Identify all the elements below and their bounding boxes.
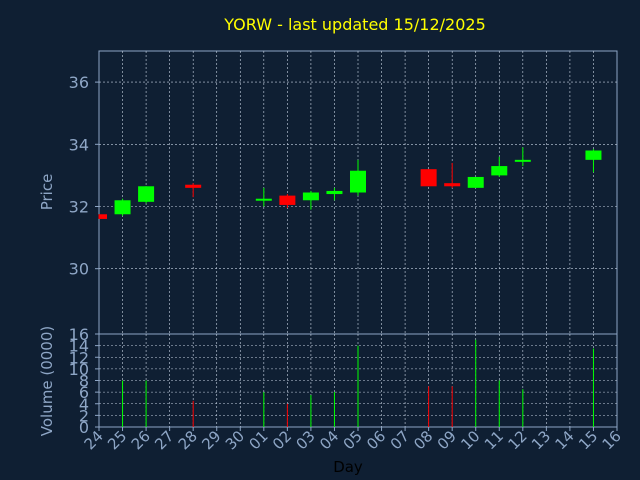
candle-body — [255, 198, 272, 201]
candle-03 — [302, 190, 319, 210]
candle-body — [350, 170, 366, 193]
x-tick-label: 05 — [340, 427, 366, 453]
x-tick-label: 10 — [457, 427, 483, 453]
candle-body — [467, 176, 484, 188]
candle-body — [491, 166, 508, 176]
volume-tick-label: 12 — [69, 348, 89, 367]
candle-02 — [279, 194, 296, 209]
price-tick-label: 32 — [69, 197, 89, 216]
x-tick-label: 13 — [528, 427, 554, 453]
candle-08 — [420, 169, 437, 187]
candle-body — [99, 214, 107, 219]
candle-body — [514, 159, 531, 162]
x-axis-label: Day — [333, 458, 363, 476]
volume-tick-label: 16 — [69, 325, 89, 344]
candle-28 — [185, 183, 202, 198]
candle-11 — [491, 156, 508, 177]
volume-tick-label: 0 — [79, 418, 89, 437]
candle-25 — [114, 198, 131, 216]
candle-body — [279, 195, 296, 205]
candle-01 — [255, 187, 272, 207]
volume-tick-label: 14 — [69, 337, 89, 356]
x-tick-label: 08 — [410, 427, 436, 453]
candle-body — [138, 186, 155, 202]
volume-tick-label: 10 — [69, 360, 89, 379]
x-tick-labels: 2425262728293001020304050607080910111213… — [81, 427, 625, 453]
x-tick-label: 15 — [575, 427, 601, 453]
volume-axis-label: Volume (0000) — [38, 326, 56, 436]
x-tick-label: 11 — [481, 427, 507, 453]
x-tick-label: 26 — [128, 427, 154, 453]
x-tick-label: 07 — [387, 427, 413, 453]
volume-tick-label: 4 — [79, 395, 89, 414]
candle-body — [185, 184, 202, 188]
chart-title: YORW - last updated 15/12/2025 — [223, 15, 486, 34]
x-tick-label: 16 — [599, 427, 625, 453]
candle-05 — [350, 159, 366, 196]
price-tick-label: 30 — [69, 260, 89, 279]
price-tick-label: 34 — [69, 135, 89, 154]
price-panel: 30 32 34 36 — [69, 50, 618, 335]
x-tick-label: 14 — [552, 427, 578, 453]
x-tick-label: 30 — [222, 427, 248, 453]
price-tick-label: 36 — [69, 73, 89, 92]
candle-15 — [585, 148, 602, 173]
x-tick-label: 02 — [269, 427, 295, 453]
candle-24 — [98, 214, 107, 219]
x-tick-label: 25 — [104, 427, 130, 453]
x-tick-label: 29 — [198, 427, 224, 453]
candle-04 — [326, 187, 343, 201]
candle-body — [114, 200, 131, 215]
x-tick-label: 06 — [363, 427, 389, 453]
candle-body — [326, 190, 343, 195]
x-tick-label: 03 — [293, 427, 319, 453]
volume-tick-label: 8 — [79, 372, 89, 391]
candle-09 — [444, 162, 461, 188]
volume-tick-label: 2 — [79, 406, 89, 425]
candle-12 — [514, 147, 531, 167]
candle-body — [444, 183, 461, 187]
x-tick-label: 12 — [504, 427, 530, 453]
price-axis-label: Price — [38, 174, 56, 211]
x-tick-label: 01 — [245, 427, 271, 453]
candle-10 — [467, 176, 484, 188]
candle-body — [585, 150, 602, 160]
x-tick-label: 28 — [175, 427, 201, 453]
candle-body — [420, 169, 437, 187]
x-tick-label: 04 — [316, 427, 342, 453]
volume-tick-label: 6 — [79, 383, 89, 402]
candle-26 — [138, 186, 155, 204]
x-tick-label: 09 — [434, 427, 460, 453]
candle-body — [302, 192, 319, 201]
x-tick-label: 27 — [151, 427, 177, 453]
